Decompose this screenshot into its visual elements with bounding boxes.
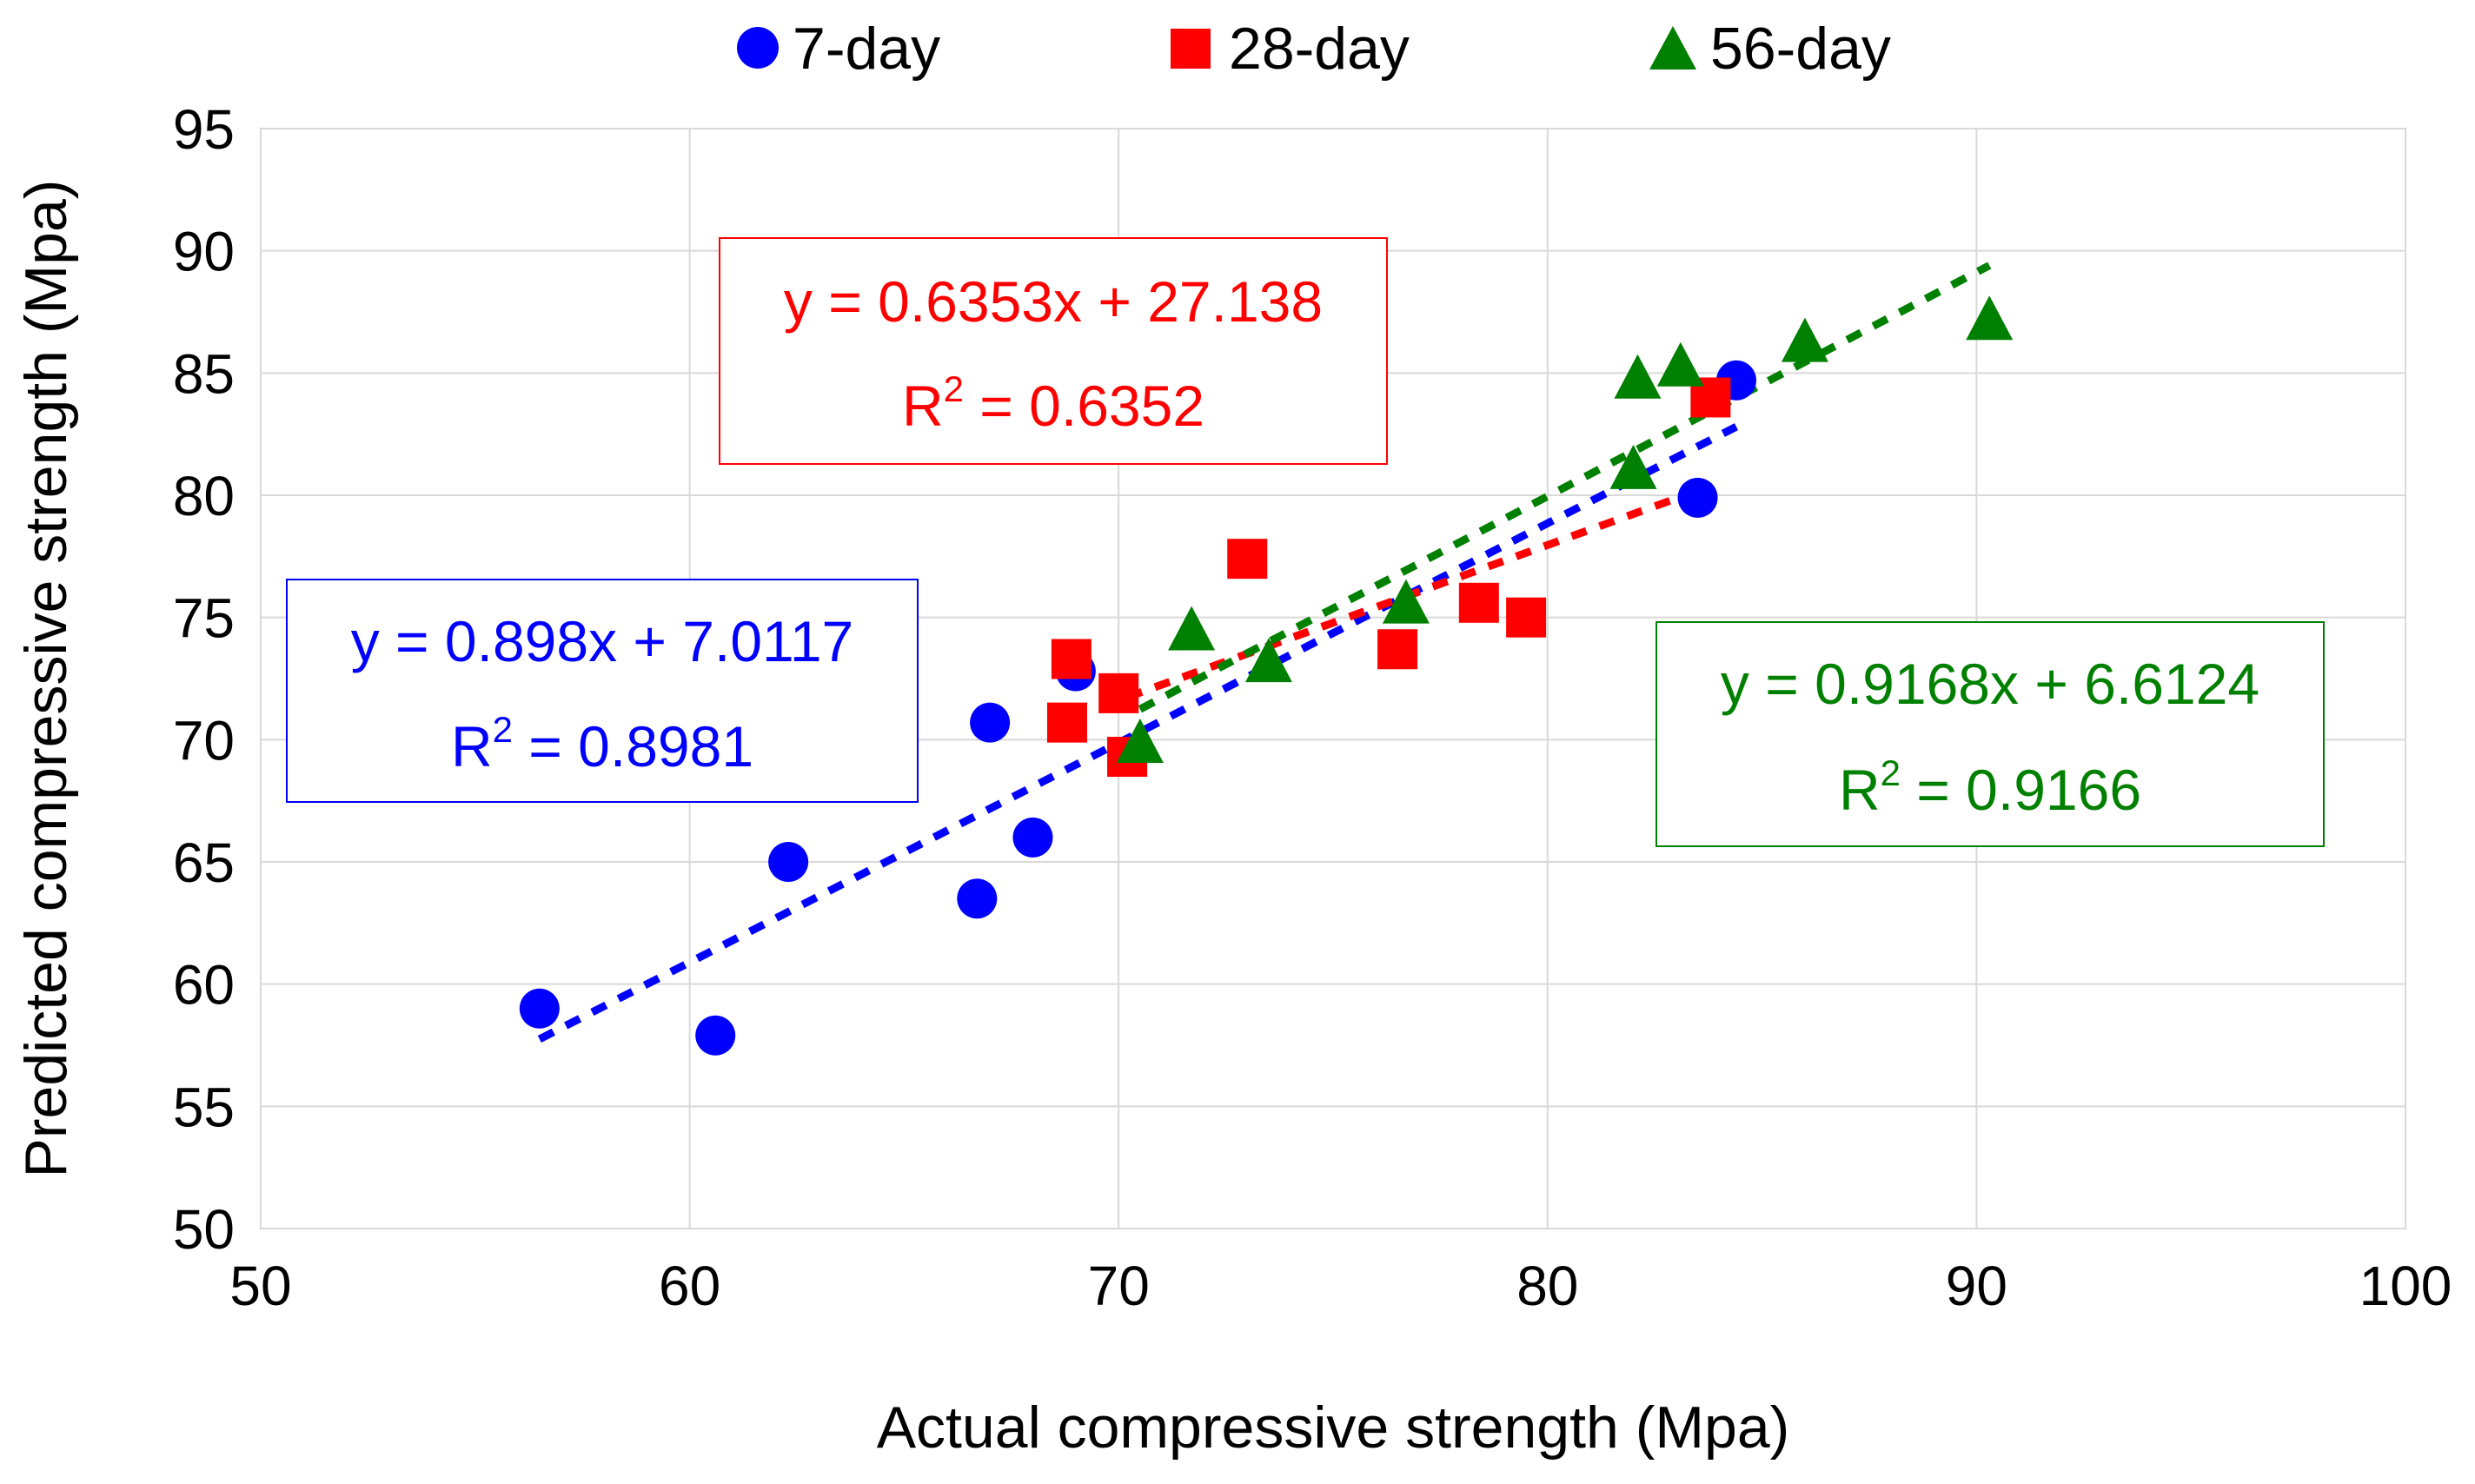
legend-label-28-day: 28-day bbox=[1229, 16, 1410, 82]
trendline-56-day bbox=[1138, 262, 1992, 713]
trendlines bbox=[537, 262, 1992, 1043]
x-tick-label: 60 bbox=[659, 1255, 720, 1317]
y-tick-label: 55 bbox=[173, 1076, 235, 1138]
y-gridlines bbox=[261, 128, 2405, 1229]
equation-56-day: y = 0.9168x + 6.6124 bbox=[1721, 652, 2259, 716]
data-point-7-day bbox=[695, 1015, 736, 1056]
data-point-56-day bbox=[1966, 295, 2014, 341]
data-point-28-day bbox=[1046, 702, 1087, 743]
legend: 7-day 28-day 56-day bbox=[737, 16, 1891, 82]
r2-28-day: R2 = 0.6352 bbox=[902, 368, 1204, 438]
data-point-28-day bbox=[1506, 597, 1547, 638]
equation-28-day: y = 0.6353x + 27.138 bbox=[784, 269, 1323, 334]
y-tick-label: 75 bbox=[173, 587, 235, 650]
data-point-7-day bbox=[768, 842, 809, 882]
data-point-28-day bbox=[1051, 639, 1092, 679]
y-tick-label: 95 bbox=[173, 98, 235, 161]
x-tick-label: 50 bbox=[229, 1255, 291, 1317]
legend-label-56-day: 56-day bbox=[1710, 16, 1891, 82]
r2-56-day: R2 = 0.9166 bbox=[1839, 752, 2141, 822]
data-point-56-day bbox=[1382, 579, 1430, 624]
x-tick-label: 70 bbox=[1088, 1255, 1150, 1317]
legend-label-7-day: 7-day bbox=[793, 16, 940, 82]
data-point-56-day bbox=[1168, 606, 1216, 651]
data-point-7-day bbox=[970, 702, 1011, 743]
y-axis-title: Predicted compressive strength (Mpa) bbox=[13, 180, 79, 1178]
y-tick-labels: 50 55 60 65 70 75 80 85 90 95 bbox=[173, 98, 235, 1261]
y-tick-label: 80 bbox=[173, 465, 235, 527]
x-tick-label: 80 bbox=[1516, 1255, 1578, 1317]
x-tick-label: 90 bbox=[1946, 1255, 2007, 1317]
data-point-7-day bbox=[519, 988, 560, 1029]
equation-box-56-day-frame bbox=[1656, 621, 2325, 847]
data-point-28-day bbox=[1227, 539, 1268, 580]
y-tick-label: 85 bbox=[173, 342, 235, 405]
data-point-56-day bbox=[1116, 718, 1164, 763]
y-tick-label: 65 bbox=[173, 831, 235, 894]
legend-marker-7-day bbox=[737, 27, 779, 69]
data-point-56-day bbox=[1656, 341, 1704, 387]
data-point-56-day bbox=[1781, 317, 1828, 362]
x-axis-title: Actual compressive strength (Mpa) bbox=[877, 1395, 1790, 1461]
data-point-28-day bbox=[1098, 672, 1139, 713]
equation-box-56-day: y = 0.9168x + 6.6124 R2 = 0.9166 bbox=[1656, 621, 2325, 847]
data-point-56-day bbox=[1244, 638, 1292, 683]
data-markers bbox=[519, 295, 2014, 1056]
y-tick-label: 90 bbox=[173, 221, 235, 283]
data-point-28-day bbox=[1377, 629, 1418, 670]
data-point-56-day bbox=[1614, 354, 1662, 399]
x-tick-labels: 50 60 70 80 90 100 bbox=[229, 1255, 2452, 1317]
data-point-7-day bbox=[1012, 817, 1053, 858]
equation-box-28-day-frame bbox=[719, 237, 1388, 465]
equation-box-7-day-frame bbox=[286, 579, 919, 803]
equation-7-day: y = 0.898x + 7.0117 bbox=[351, 609, 854, 673]
data-point-28-day bbox=[1458, 582, 1499, 623]
y-tick-label: 50 bbox=[173, 1198, 235, 1261]
data-point-7-day bbox=[1677, 477, 1718, 518]
y-tick-label: 60 bbox=[173, 954, 235, 1017]
y-tick-label: 70 bbox=[173, 709, 235, 772]
equation-box-7-day: y = 0.898x + 7.0117 R2 = 0.8981 bbox=[286, 579, 919, 803]
legend-marker-28-day bbox=[1171, 29, 1211, 69]
x-tick-label: 100 bbox=[2359, 1255, 2452, 1317]
data-point-56-day bbox=[1609, 444, 1657, 489]
equation-box-28-day: y = 0.6353x + 27.138 R2 = 0.6352 bbox=[719, 237, 1388, 465]
legend-marker-56-day bbox=[1649, 26, 1696, 70]
data-point-7-day bbox=[957, 878, 998, 919]
r2-7-day: R2 = 0.8981 bbox=[451, 709, 753, 778]
